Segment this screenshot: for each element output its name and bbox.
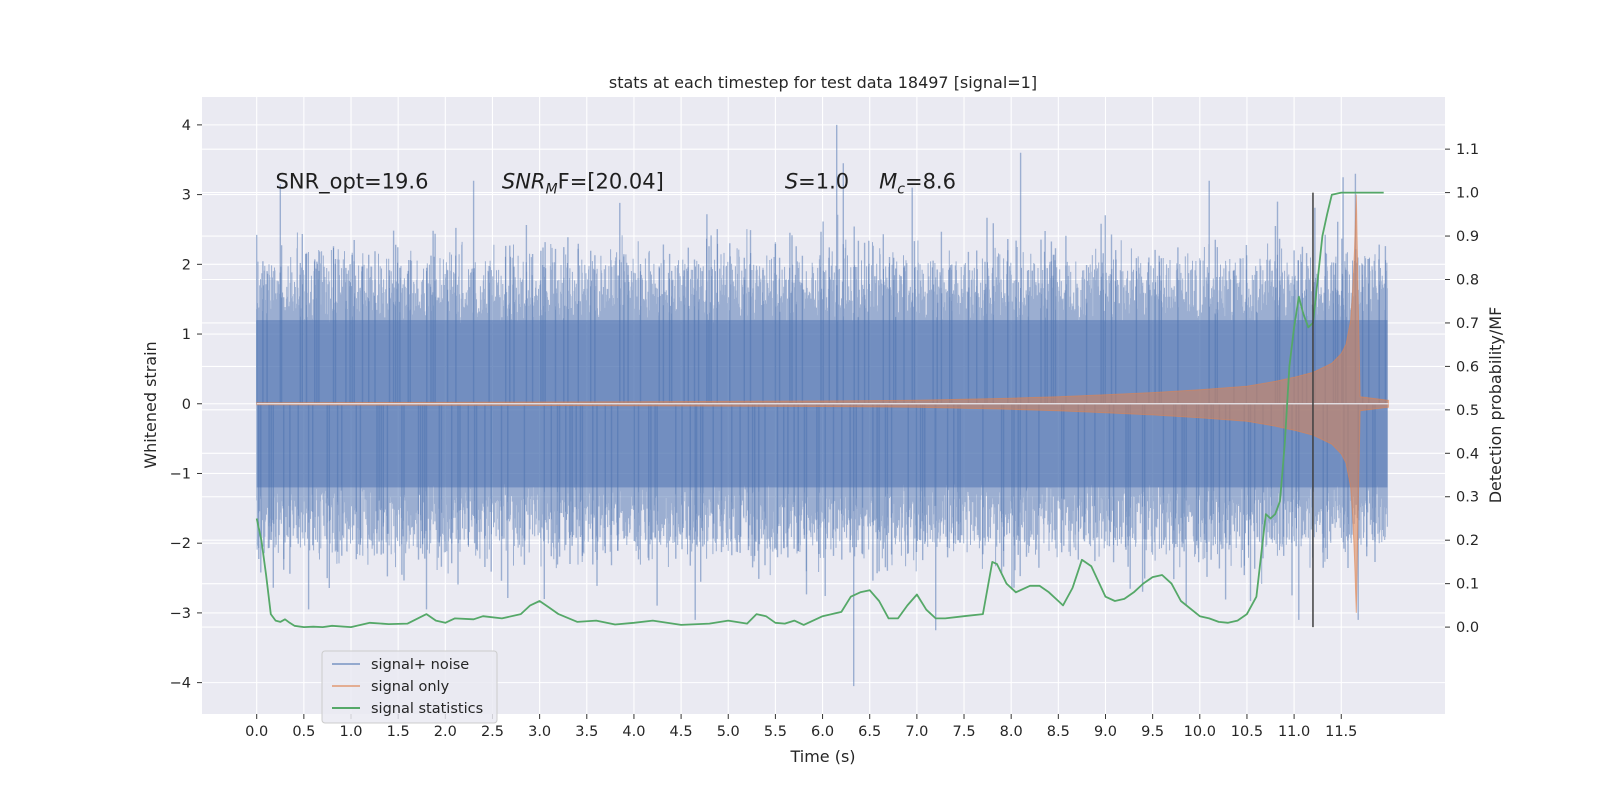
y-tick-label: −2 [170,536,191,552]
x-tick-label: 2.5 [481,724,504,740]
y-tick-label: 4 [182,118,191,134]
legend-label-signal-statistics: signal statistics [371,701,483,717]
series-layer [255,124,1389,687]
y-tick-label: 3 [182,188,191,204]
x-tick-label: 11.0 [1278,724,1310,740]
y-axis-label: Whitened strain [141,341,160,468]
x-tick-label: 6.5 [858,724,881,740]
x-tick-label: 9.5 [1141,724,1164,740]
x-tick-label: 7.5 [952,724,975,740]
x-tick-label: 1.5 [387,724,410,740]
annotation-mc: Mc=8.6 [879,170,956,198]
x-tick-label: 8.0 [1000,724,1023,740]
annotation-snr_mf: SNRMF=[20.04] [502,170,664,198]
x-tick-label: 11.5 [1325,724,1357,740]
x-tick-label: 0.0 [245,724,268,740]
x-tick-label: 5.0 [717,724,740,740]
y-right-tick-label: 0.5 [1456,403,1479,419]
x-tick-label: 2.0 [434,724,457,740]
y-tick-label: 0 [182,397,191,413]
y-right-tick-label: 1.1 [1456,142,1479,158]
y-right-tick-label: 0.6 [1456,359,1479,375]
x-tick-label: 5.5 [764,724,787,740]
y-tick-label: 1 [182,327,191,343]
y-tick-label: −3 [170,606,191,622]
y-tick-label: 2 [182,257,191,273]
x-tick-label: 1.0 [339,724,362,740]
annotation-snr_opt: SNR_opt=19.6 [276,170,429,195]
x-tick-label: 10.0 [1184,724,1216,740]
annotations-layer: SNR_opt=19.6 SNRMF=[20.04] S=1.0 Mc=8.6 [276,170,956,198]
x-tick-label: 3.5 [575,724,598,740]
ticks-layer: 0.0 0.5 1.0 1.5 2.0 2.5 3.0 3.5 4.0 4.5 5.0 5.5 6.0 6… [170,118,1479,740]
x-tick-label: 4.5 [670,724,693,740]
x-tick-label: 7.0 [905,724,928,740]
x-axis-label: Time (s) [789,747,855,766]
y-right-tick-label: 0.3 [1456,490,1479,506]
legend: signal+ noise signal only signal statist… [321,650,498,724]
x-tick-label: 10.5 [1231,724,1263,740]
y-right-tick-label: 0.7 [1456,316,1479,332]
y-axis-label-right: Detection probability/MF [1486,307,1505,504]
chart-title: stats at each timestep for test data 184… [609,73,1037,92]
y-right-tick-label: 0.2 [1456,533,1479,549]
signal-statistics-series [255,191,1384,628]
y-right-tick-label: 0.8 [1456,272,1479,288]
y-tick-label: −1 [170,466,191,482]
legend-box [321,650,498,724]
x-tick-label: 9.0 [1094,724,1117,740]
x-tick-label: 0.5 [292,724,315,740]
x-tick-label: 8.5 [1047,724,1070,740]
legend-label-signal-only: signal only [371,679,450,695]
y-right-tick-label: 1.0 [1456,186,1479,202]
y-tick-label: −4 [170,676,191,692]
x-tick-label: 4.0 [622,724,645,740]
y-right-tick-label: 0.9 [1456,229,1479,245]
legend-label-signal-noise: signal+ noise [371,657,469,673]
y-right-tick-label: 0.1 [1456,577,1479,593]
x-tick-label: 3.0 [528,724,551,740]
x-tick-label: 6.0 [811,724,834,740]
annotation-s: S=1.0 [785,170,849,194]
y-right-tick-label: 0.0 [1456,620,1479,636]
y-right-tick-label: 0.4 [1456,446,1479,462]
